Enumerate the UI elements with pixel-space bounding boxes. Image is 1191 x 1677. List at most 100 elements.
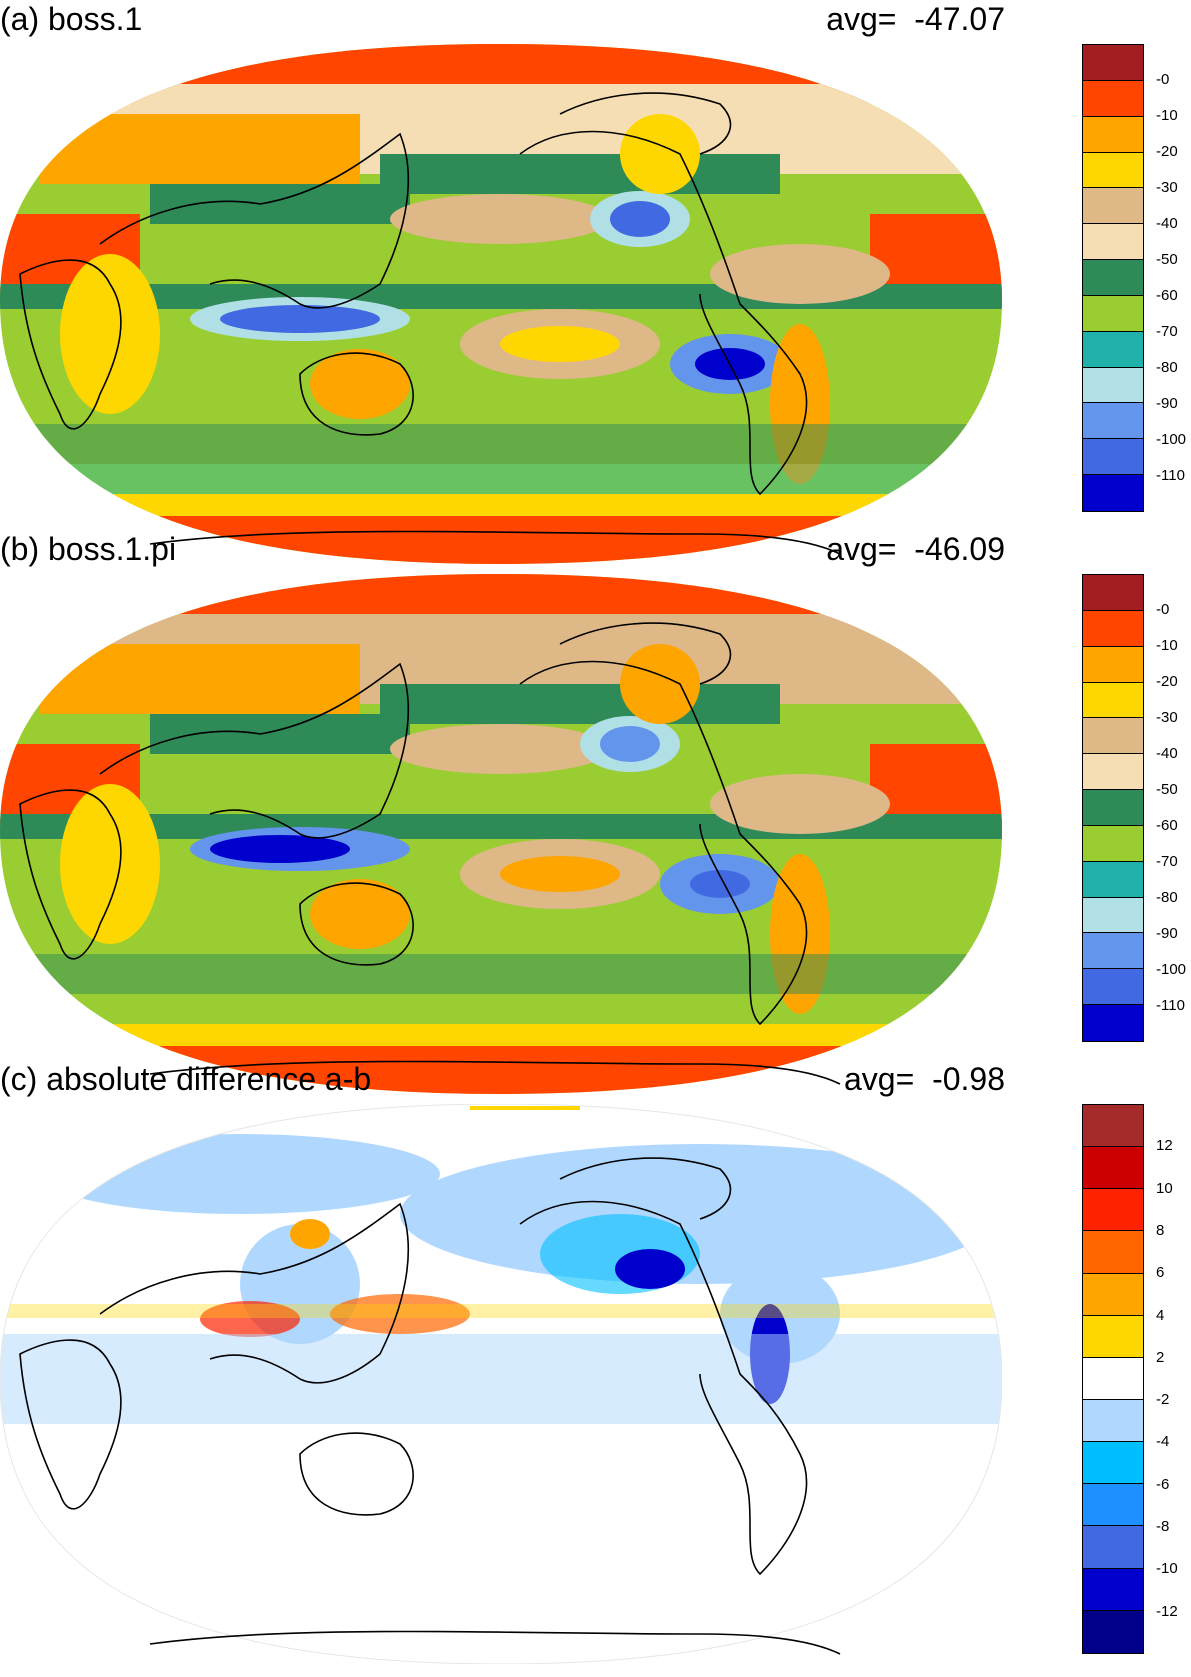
colorbar-tick-label: -70 — [1156, 323, 1178, 340]
colorbar-tick-label: -50 — [1156, 251, 1178, 268]
colorbar-swatch — [1083, 861, 1143, 898]
map-svg — [0, 44, 1002, 564]
colorbar-tick-label: -4 — [1156, 1433, 1170, 1451]
colorbar-tick-label: -80 — [1156, 889, 1178, 906]
colorbar-swatch — [1083, 1484, 1143, 1527]
colorbar-tick-label: -90 — [1156, 925, 1178, 942]
colorbar-tick-label: -110 — [1156, 997, 1185, 1014]
colorbar-swatch — [1083, 188, 1143, 225]
colorbar-swatch — [1083, 1315, 1143, 1358]
colorbar-tick-label: -100 — [1156, 431, 1187, 448]
coastlines — [19, 92, 841, 555]
world-map — [0, 44, 1002, 564]
colorbar-tick-label: -8 — [1156, 1518, 1170, 1536]
colorbar-tick-label: -10 — [1156, 637, 1178, 654]
colorbar-tick-label: -100 — [1156, 961, 1187, 978]
avg-value: -0.98 — [932, 1061, 1005, 1097]
coastlines — [19, 1157, 841, 1655]
colorbar-tick-label: -110 — [1156, 467, 1185, 484]
map-svg — [0, 1104, 1002, 1664]
colorbar-swatch — [1083, 1526, 1143, 1569]
colorbar-swatch — [1083, 1105, 1143, 1148]
colorbar-labels: 12 10 8 6 4 2 -2 -4 -6 -8 -10 -12 — [1156, 1104, 1191, 1654]
colorbar-tick-label: -2 — [1156, 1391, 1170, 1409]
colorbar — [1082, 44, 1144, 512]
colorbar-tick-label: -10 — [1156, 1560, 1178, 1578]
colorbar-swatch — [1083, 331, 1143, 368]
colorbar-tick-label: 2 — [1156, 1348, 1165, 1366]
panel-average: avg= -46.09 — [826, 530, 1005, 568]
colorbar-swatch — [1083, 116, 1143, 153]
colorbar-swatch — [1083, 1610, 1143, 1653]
colorbar-swatch — [1083, 1442, 1143, 1485]
colorbar-tick-label: -30 — [1156, 709, 1178, 726]
colorbar-labels: -0 -10 -20 -30 -40 -50 -60 -70 -80 -90 -100 -110 — [1156, 574, 1191, 1042]
colorbar-swatch — [1083, 790, 1143, 826]
panel-average: avg= -47.07 — [826, 0, 1005, 38]
colorbar-swatch — [1083, 933, 1143, 970]
world-map — [0, 574, 1002, 1094]
colorbar-tick-label: -40 — [1156, 215, 1178, 232]
colorbar-tick-label: -90 — [1156, 395, 1178, 412]
colorbar-swatch — [1083, 1231, 1143, 1274]
colorbar-swatch — [1083, 475, 1143, 511]
coastlines — [19, 622, 841, 1085]
colorbar-swatch — [1083, 439, 1143, 476]
colorbar-tick-label: -20 — [1156, 673, 1178, 690]
colorbar — [1082, 574, 1144, 1042]
colorbar-tick-label: -30 — [1156, 179, 1178, 196]
colorbar-swatch — [1083, 367, 1143, 404]
colorbar-swatch — [1083, 260, 1143, 296]
panel-average: avg= -0.98 — [844, 1060, 1005, 1098]
colorbar-tick-label: -20 — [1156, 143, 1178, 160]
colorbar-tick-label: -70 — [1156, 853, 1178, 870]
colorbar-tick-label: -6 — [1156, 1475, 1170, 1493]
world-map — [0, 1104, 1002, 1664]
avg-value: -46.09 — [914, 531, 1005, 567]
avg-label: avg= — [826, 1, 897, 37]
colorbar-swatch — [1083, 403, 1143, 440]
colorbar-tick-label: 4 — [1156, 1306, 1165, 1324]
colorbar-swatch — [1083, 897, 1143, 934]
colorbar-tick-label: -60 — [1156, 817, 1178, 834]
colorbar-tick-label: -0 — [1156, 71, 1170, 88]
colorbar-tick-label: -10 — [1156, 107, 1178, 124]
avg-label: avg= — [844, 1061, 915, 1097]
colorbar-swatch — [1083, 45, 1143, 81]
colorbar-swatch — [1083, 1273, 1143, 1316]
colorbar-tick-label: -50 — [1156, 781, 1178, 798]
colorbar-swatch — [1083, 80, 1143, 117]
colorbar-tick-label: 6 — [1156, 1264, 1165, 1282]
colorbar-swatch — [1083, 575, 1143, 611]
colorbar-labels: -0 -10 -20 -30 -40 -50 -60 -70 -80 -90 -100 -110 — [1156, 44, 1191, 512]
map-svg — [0, 574, 1002, 1094]
colorbar-swatch — [1083, 1147, 1143, 1190]
colorbar-swatch — [1083, 295, 1143, 332]
colorbar — [1082, 1104, 1144, 1654]
colorbar-swatch — [1083, 1357, 1143, 1400]
avg-value: -47.07 — [914, 1, 1005, 37]
colorbar-tick-label: -60 — [1156, 287, 1178, 304]
colorbar-swatch — [1083, 1568, 1143, 1611]
colorbar-swatch — [1083, 646, 1143, 683]
panel-title: (b) boss.1.pi — [0, 531, 177, 567]
colorbar-swatch — [1083, 1399, 1143, 1443]
colorbar-tick-label: -0 — [1156, 601, 1170, 618]
colorbar-swatch — [1083, 825, 1143, 862]
colorbar-swatch — [1083, 1005, 1143, 1041]
colorbar-swatch — [1083, 754, 1143, 791]
colorbar-tick-label: 12 — [1156, 1137, 1173, 1155]
colorbar-swatch — [1083, 969, 1143, 1006]
colorbar-tick-label: -12 — [1156, 1602, 1178, 1620]
colorbar-tick-label: 8 — [1156, 1221, 1165, 1239]
colorbar-swatch — [1083, 152, 1143, 189]
colorbar-tick-label: -40 — [1156, 745, 1178, 762]
colorbar-tick-label: -80 — [1156, 359, 1178, 376]
avg-label: avg= — [826, 531, 897, 567]
colorbar-swatch — [1083, 1189, 1143, 1232]
panel-title: (c) absolute difference a-b — [0, 1061, 372, 1097]
colorbar-tick-label: 10 — [1156, 1179, 1173, 1197]
colorbar-swatch — [1083, 682, 1143, 719]
panel-title: (a) boss.1 — [0, 1, 143, 37]
colorbar-swatch — [1083, 718, 1143, 755]
